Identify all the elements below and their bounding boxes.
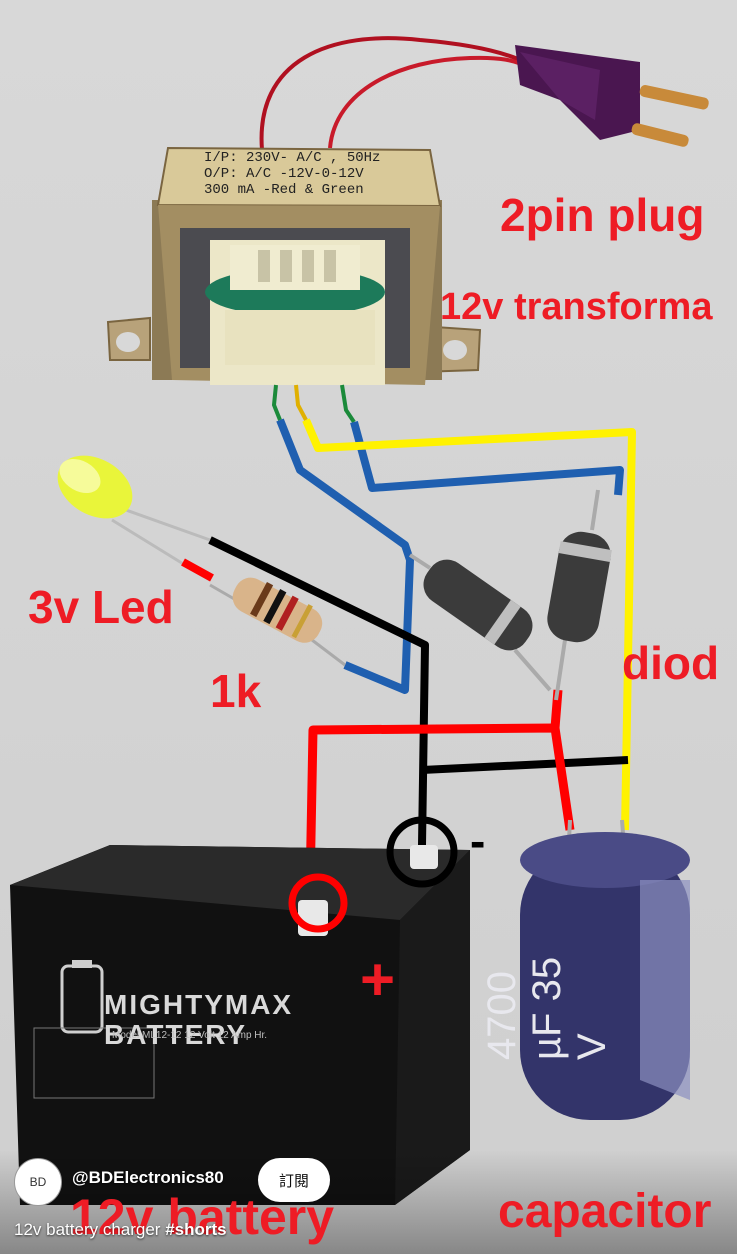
capacitor-icon	[520, 819, 690, 1120]
blue-wire-right	[350, 420, 624, 496]
resistor-label: 1k	[210, 665, 262, 717]
channel-name[interactable]: @BDElectronics80	[72, 1168, 224, 1187]
plug-icon	[515, 45, 709, 147]
negative-terminal-marker	[386, 816, 458, 888]
diode-left-icon	[408, 553, 552, 692]
video-title[interactable]: 12v battery charger #shorts	[14, 1220, 227, 1240]
positive-terminal-marker	[288, 873, 348, 933]
video-title-text: 12v battery charger	[14, 1220, 166, 1239]
capacitor-label: capacitor	[498, 1185, 712, 1238]
plug-cord-wire-2	[328, 55, 531, 149]
plug-cord-wire-1	[259, 36, 526, 151]
subscribe-button[interactable]: 訂閱	[258, 1158, 330, 1202]
transformer-rating-label: I/P: 230V- A/C , 50Hz O/P: A/C -12V-0-12…	[204, 150, 419, 198]
black-wire-main	[208, 536, 429, 846]
diode-label: diod	[622, 637, 720, 689]
plug-label: 2pin plug	[500, 189, 705, 241]
plus-sign: +	[360, 946, 396, 1013]
capacitor-print: 4700 µF 35 V	[480, 956, 614, 1060]
black-wire-cap	[421, 756, 629, 774]
resistor-icon	[209, 577, 346, 667]
hashtag-link[interactable]: #shorts	[165, 1220, 227, 1239]
transformer-rating-line-3: 300 mA -Red & Green	[204, 182, 364, 198]
battery-icon	[10, 845, 470, 1205]
diode-right-icon	[547, 489, 612, 701]
red-wire	[305, 723, 575, 891]
battery-brand: MIGHTYMAX BATTERY	[104, 990, 293, 1050]
video-overlay-footer	[0, 1150, 737, 1254]
battery-brand-line-2: BATTERY	[104, 1019, 248, 1050]
minus-sign: -	[470, 815, 486, 867]
blue-wire-left	[276, 418, 414, 694]
transformer-rating-line-2: O/P: A/C -12V-0-12V	[204, 166, 364, 182]
led-label: 3v Led	[28, 581, 174, 633]
channel-avatar[interactable]: BD	[14, 1158, 62, 1206]
transformer-icon	[106, 146, 482, 385]
led-icon	[57, 455, 214, 582]
transformer-rating-line-1: I/P: 230V- A/C , 50Hz	[204, 150, 381, 166]
battery-model: Model ML12-12 12 Volt 12 Amp Hr.	[112, 1030, 268, 1041]
transformer-label: 12v transforma	[440, 286, 713, 328]
yellow-wire	[302, 418, 636, 831]
battery-brand-line-1: MIGHTYMAX	[104, 989, 294, 1020]
